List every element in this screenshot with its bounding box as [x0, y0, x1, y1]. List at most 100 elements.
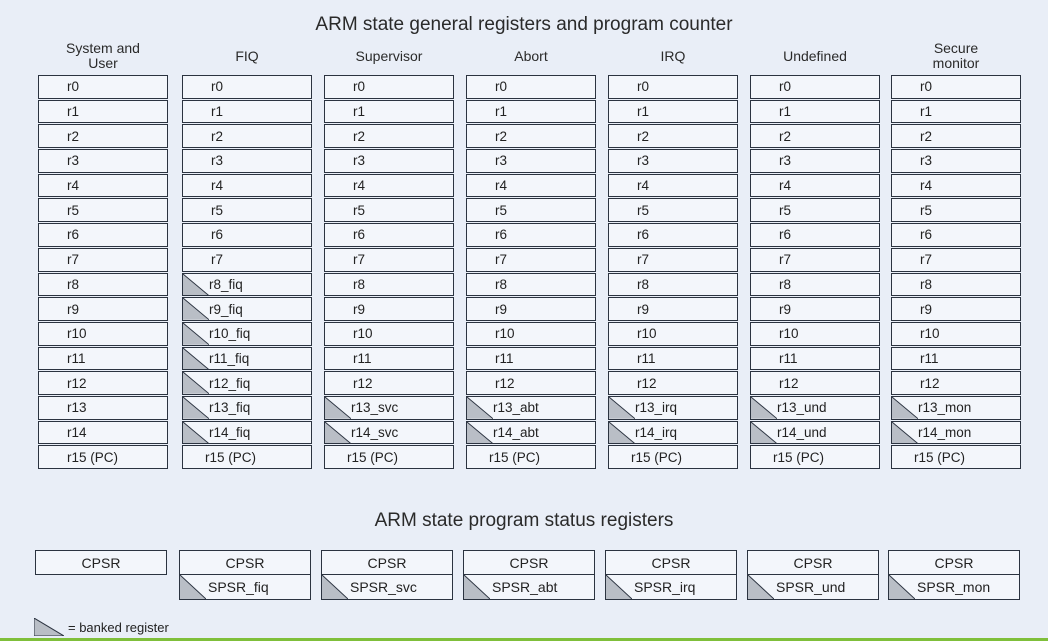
register-cell: r7 [608, 247, 738, 272]
register-cell: r4 [324, 173, 454, 198]
register-cell: r10_fiq [182, 321, 312, 346]
register-cell: r12 [466, 371, 596, 395]
spsr-label: SPSR_abt [492, 579, 558, 595]
banked-triangle-icon [183, 347, 209, 370]
register-column: r0 r1 r2 r3 r4 r5 r6 r7 r8 r9 r10 r11 r12 r13 r14 r15 (… [38, 75, 168, 470]
cpsr-cell: CPSR [35, 550, 167, 575]
register-cell: r9_fiq [182, 297, 312, 321]
register-cell: r11 [466, 346, 596, 371]
register-label: r4 [67, 178, 80, 194]
cpsr-cell: CPSR [605, 550, 737, 575]
register-cell: r8_fiq [182, 272, 312, 297]
register-label: r6 [495, 227, 508, 243]
register-cell: r10 [324, 321, 454, 346]
register-column: r0 r1 r2 r3 r4 r5 r6 r7 r8 r9 r10 r11 r12 r13_irq r14_… [608, 75, 738, 470]
register-cell: r8 [38, 272, 168, 297]
register-cell: r1 [608, 99, 738, 124]
register-column: r0 r1 r2 r3 r4 r5 r6 r7 r8 r9 r10 r11 r12 r13_mon r14_… [891, 75, 1021, 470]
register-cell: r15 (PC) [38, 445, 168, 469]
banked-triangle-icon [889, 575, 915, 599]
register-label: r0 [779, 79, 792, 95]
register-cell: r4 [466, 173, 596, 198]
register-cell: r11 [324, 346, 454, 371]
register-label: r10 [495, 326, 515, 342]
register-cell: r15 (PC) [750, 445, 880, 469]
register-cell: r5 [608, 198, 738, 223]
register-cell: r10 [750, 321, 880, 346]
register-label: r0 [211, 79, 224, 95]
register-label: r15 (PC) [631, 449, 683, 465]
register-label: r3 [779, 153, 792, 169]
banked-triangle-icon [325, 396, 351, 419]
register-cell: r5 [466, 198, 596, 223]
register-cell: r4 [608, 173, 738, 198]
spsr-cell: SPSR_svc [321, 575, 453, 600]
register-cell: r14_und [750, 420, 880, 445]
register-cell: r6 [750, 223, 880, 247]
register-cell: r9 [891, 297, 1021, 321]
mode-header: Abort [514, 47, 548, 64]
register-label: r5 [67, 202, 80, 218]
register-label: r13_svc [351, 400, 399, 416]
register-label: r8 [353, 276, 366, 292]
register-cell: r10 [608, 321, 738, 346]
register-cell: r3 [608, 149, 738, 173]
register-label: r9_fiq [209, 301, 243, 317]
register-label: r2 [779, 128, 792, 144]
register-cell: r4 [750, 173, 880, 198]
register-label: r5 [353, 202, 366, 218]
register-label: r7 [637, 252, 650, 268]
register-label: r6 [779, 227, 792, 243]
register-label: r11 [495, 350, 514, 366]
cpsr-label: CPSR [81, 554, 121, 571]
register-label: r4 [637, 178, 650, 194]
cpsr-cell: CPSR [463, 550, 595, 575]
register-label: r4 [779, 178, 792, 194]
register-label: r1 [920, 104, 933, 120]
register-label: r0 [67, 79, 80, 95]
register-cell: r5 [182, 198, 312, 223]
register-label: r8 [495, 276, 508, 292]
register-cell: r9 [466, 297, 596, 321]
register-cell: r13_abt [466, 395, 596, 420]
register-label: r11 [637, 350, 656, 366]
banked-triangle-icon [464, 575, 490, 599]
register-label: r10_fiq [209, 326, 251, 342]
register-cell: r5 [750, 198, 880, 223]
register-label: r3 [495, 153, 508, 169]
register-cell: r6 [466, 223, 596, 247]
register-cell: r6 [324, 223, 454, 247]
spsr-label: SPSR_svc [350, 579, 417, 595]
register-cell: r15 (PC) [182, 445, 312, 469]
cpsr-cell: CPSR [179, 550, 311, 575]
register-cell: r11 [38, 346, 168, 371]
register-cell: r15 (PC) [466, 445, 596, 469]
register-cell: r4 [38, 173, 168, 198]
banked-triangle-icon [609, 396, 635, 419]
register-label: r12 [920, 375, 940, 391]
register-cell: r4 [182, 173, 312, 198]
register-cell: r10 [891, 321, 1021, 346]
register-label: r0 [920, 79, 933, 95]
register-cell: r5 [324, 198, 454, 223]
register-cell: r7 [750, 247, 880, 272]
register-label: r11 [353, 350, 372, 366]
psr-column: CPSR [35, 550, 167, 575]
banked-triangle-icon [183, 298, 209, 320]
register-label: r3 [211, 153, 224, 169]
register-label: r10 [779, 326, 799, 342]
mode-header: IRQ [660, 47, 686, 64]
register-label: r6 [67, 227, 80, 243]
register-label: r11 [779, 350, 798, 366]
spsr-cell: SPSR_und [747, 575, 879, 600]
register-cell: r1 [324, 99, 454, 124]
register-label: r5 [779, 202, 792, 218]
register-cell: r12 [891, 371, 1021, 395]
register-label: r7 [495, 252, 508, 268]
register-label: r15 (PC) [347, 449, 399, 465]
spsr-label: SPSR_fiq [208, 579, 269, 595]
register-cell: r7 [182, 247, 312, 272]
register-cell: r0 [608, 75, 738, 99]
register-cell: r2 [750, 124, 880, 149]
register-cell: r11 [891, 346, 1021, 371]
